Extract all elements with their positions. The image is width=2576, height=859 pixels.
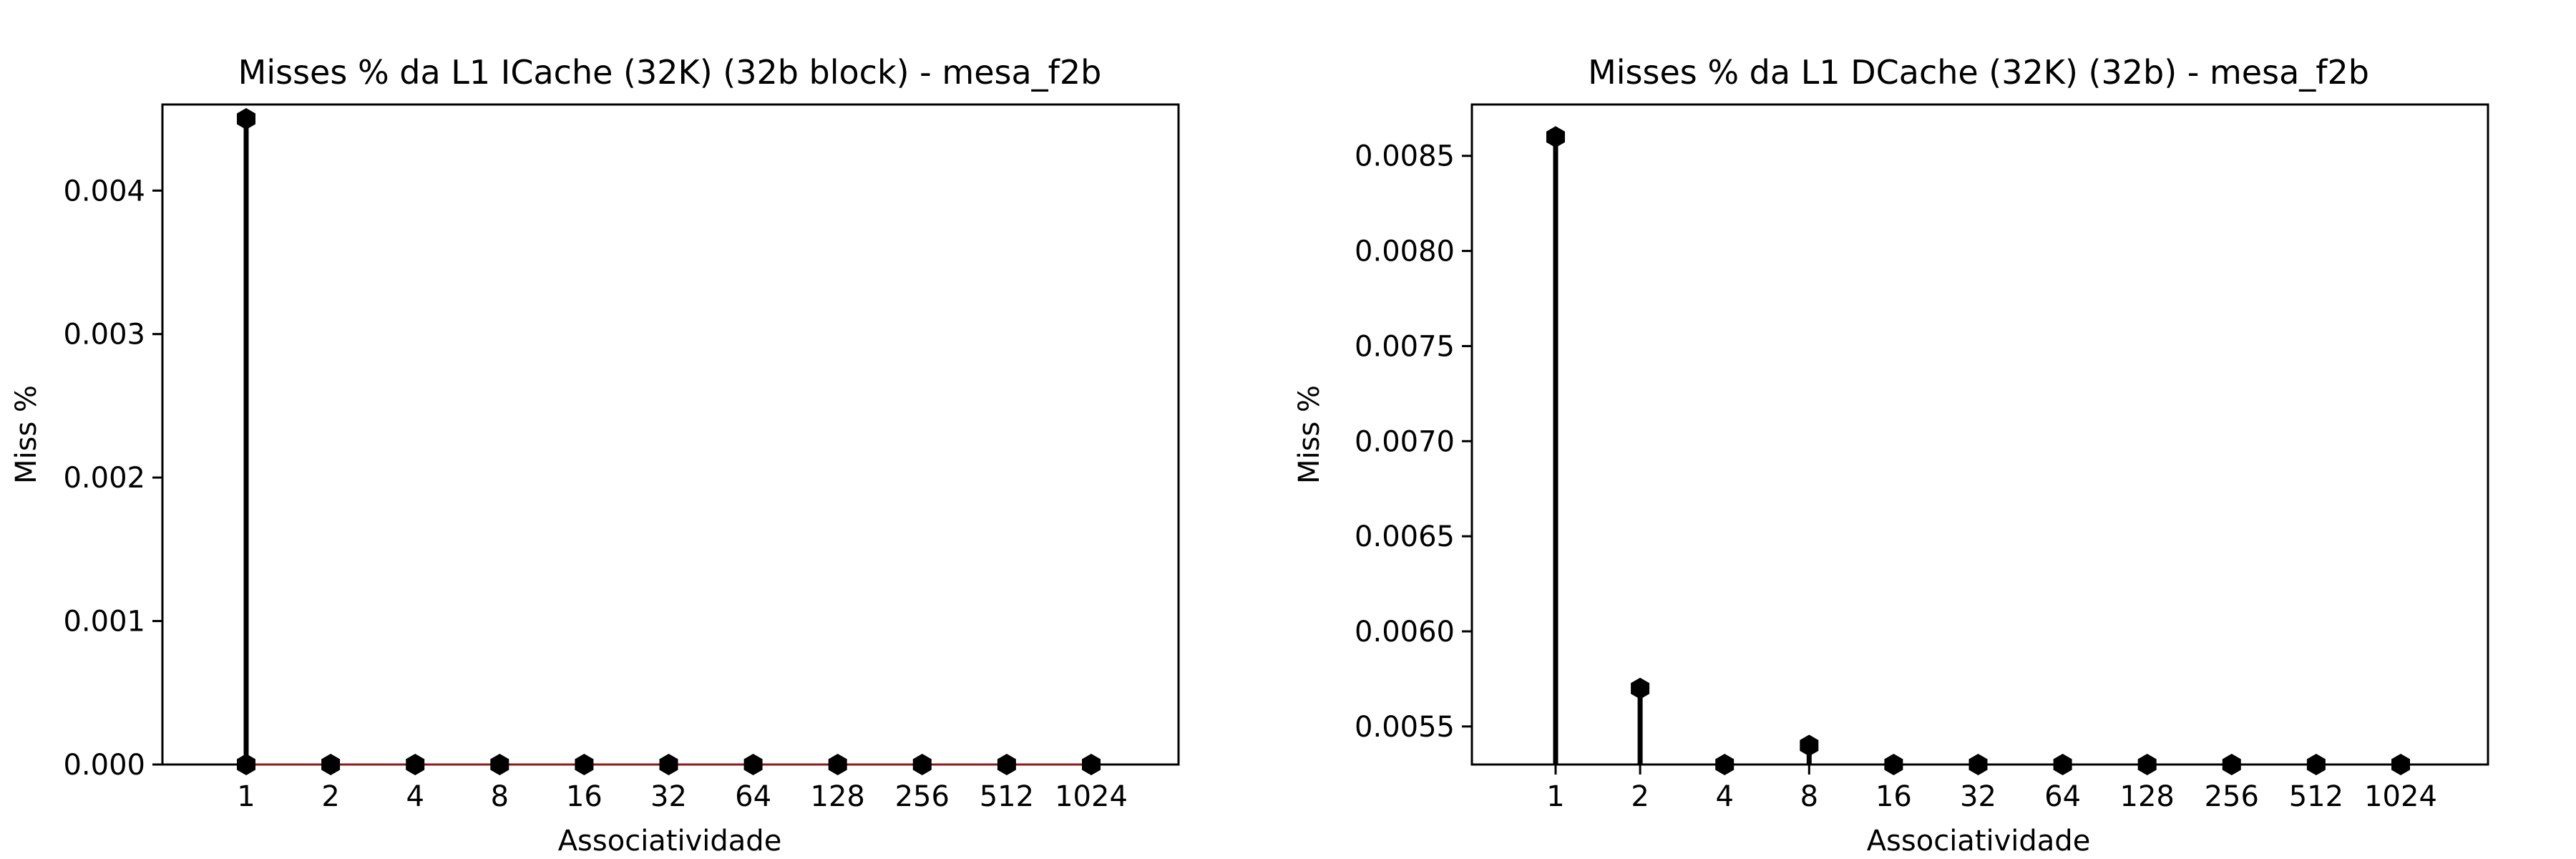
chart-title: Misses % da L1 ICache (32K) (32b block) … bbox=[238, 53, 1102, 92]
x-tick-label: 16 bbox=[566, 780, 602, 813]
chart-title: Misses % da L1 DCache (32K) (32b) - mesa… bbox=[1588, 53, 2369, 92]
x-tick-label: 1 bbox=[1546, 780, 1564, 813]
y-tick-label: 0.0065 bbox=[1355, 520, 1455, 553]
y-tick-label: 0.002 bbox=[63, 462, 145, 495]
chart-dcache: Misses % da L1 DCache (32K) (32b) - mesa… bbox=[1293, 53, 2489, 858]
x-tick-label: 64 bbox=[735, 780, 771, 813]
x-axis: 1 2 4 8 16 32 64 128 256 512 1024 bbox=[237, 765, 1128, 813]
stem-series bbox=[237, 108, 1101, 775]
stem-marker bbox=[575, 754, 594, 775]
stem-marker bbox=[406, 754, 425, 775]
y-axis: 0.0055 0.0060 0.0065 0.0070 0.0075 0.0080 0.00… bbox=[1355, 140, 1472, 744]
x-axis-label: Associatividade bbox=[1867, 825, 2091, 858]
x-tick-label: 512 bbox=[980, 780, 1034, 813]
y-tick-label: 0.001 bbox=[63, 606, 145, 639]
stem-marker bbox=[1884, 754, 1903, 775]
x-tick-label: 2 bbox=[321, 780, 339, 813]
stem-marker bbox=[828, 754, 847, 775]
y-axis-label: Miss % bbox=[1293, 385, 1326, 484]
stem-base-marker bbox=[237, 754, 255, 775]
stem-marker bbox=[1800, 734, 1819, 757]
x-axis: 1 2 4 8 16 32 64 128 256 512 1024 bbox=[1546, 765, 2437, 813]
y-tick-label: 0.0070 bbox=[1355, 425, 1455, 458]
stem-marker bbox=[2053, 754, 2072, 775]
stem-marker bbox=[1631, 677, 1650, 699]
y-axis-label: Miss % bbox=[10, 385, 43, 484]
x-tick-label: 1024 bbox=[1055, 780, 1128, 813]
x-tick-label: 512 bbox=[2289, 780, 2343, 813]
stem-marker bbox=[912, 754, 932, 775]
x-axis-label: Associatividade bbox=[558, 825, 782, 858]
stem-marker bbox=[1082, 754, 1101, 775]
stem-marker bbox=[321, 754, 341, 775]
y-axis: 0.000 0.001 0.002 0.003 0.004 bbox=[63, 175, 162, 782]
x-tick-label: 1 bbox=[237, 780, 255, 813]
stem-marker bbox=[743, 754, 763, 775]
x-tick-label: 8 bbox=[1800, 780, 1818, 813]
x-tick-label: 2 bbox=[1631, 780, 1649, 813]
stem-marker bbox=[997, 754, 1016, 775]
stem-series bbox=[1546, 126, 2410, 775]
y-tick-label: 0.003 bbox=[63, 319, 145, 351]
x-tick-label: 16 bbox=[1875, 780, 1912, 813]
x-tick-label: 4 bbox=[406, 780, 424, 813]
x-tick-label: 4 bbox=[1715, 780, 1733, 813]
x-tick-label: 8 bbox=[491, 780, 509, 813]
y-tick-label: 0.0075 bbox=[1355, 330, 1455, 363]
x-tick-label: 256 bbox=[2205, 780, 2259, 813]
stem-marker bbox=[2137, 754, 2157, 775]
stem-marker bbox=[2306, 754, 2326, 775]
y-tick-label: 0.0060 bbox=[1355, 616, 1455, 649]
x-tick-label: 32 bbox=[1960, 780, 1996, 813]
x-tick-label: 32 bbox=[650, 780, 687, 813]
x-tick-label: 256 bbox=[895, 780, 950, 813]
stem-marker bbox=[1715, 754, 1735, 775]
stem-marker bbox=[1546, 126, 1565, 148]
stem-marker bbox=[1968, 754, 1988, 775]
stem-marker bbox=[2222, 754, 2241, 775]
stem-marker bbox=[2391, 754, 2410, 775]
stem-marker bbox=[659, 754, 678, 775]
x-tick-label: 1024 bbox=[2364, 780, 2437, 813]
y-tick-label: 0.000 bbox=[63, 749, 145, 782]
stem-marker bbox=[490, 754, 509, 775]
y-tick-label: 0.0080 bbox=[1355, 236, 1455, 268]
y-tick-label: 0.004 bbox=[63, 175, 145, 208]
x-tick-label: 128 bbox=[2120, 780, 2175, 813]
x-tick-label: 128 bbox=[811, 780, 865, 813]
stem-marker bbox=[237, 108, 255, 130]
x-tick-label: 64 bbox=[2044, 780, 2081, 813]
chart-icache: Misses % da L1 ICache (32K) (32b block) … bbox=[10, 53, 1180, 858]
y-tick-label: 0.0085 bbox=[1355, 140, 1455, 173]
y-tick-label: 0.0055 bbox=[1355, 711, 1455, 744]
